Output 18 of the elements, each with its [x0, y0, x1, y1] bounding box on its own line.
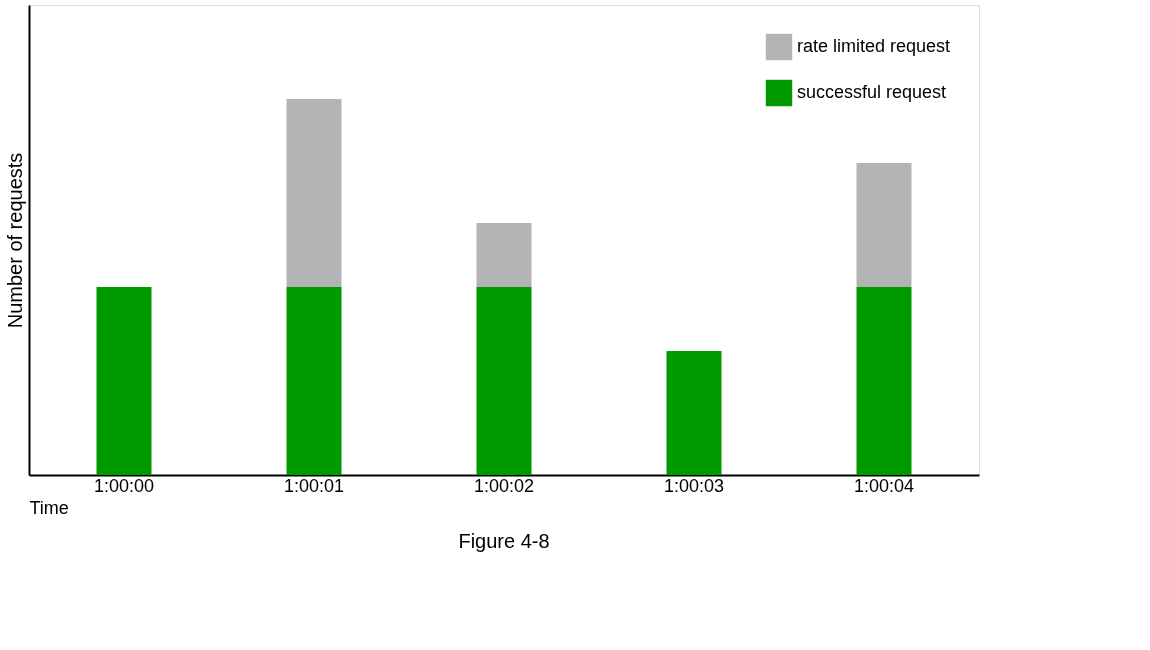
x-axis-title: Time: [29, 497, 69, 518]
x-tick-label: 1:00:02: [473, 475, 535, 496]
bar: [286, 99, 342, 287]
bar: [476, 287, 532, 475]
bar: [96, 287, 152, 475]
bar: [666, 350, 722, 475]
bar: [476, 223, 532, 287]
bar: [856, 162, 912, 287]
x-tick-label: 1:00:01: [283, 475, 345, 496]
bar: [286, 287, 342, 475]
x-tick-label: 1:00:04: [853, 475, 915, 496]
legend-label: successful request: [797, 82, 947, 102]
bar: [856, 287, 912, 475]
x-tick-label: 1:00:00: [93, 475, 155, 496]
legend-label: rate limited request: [797, 36, 951, 56]
x-tick-label: 1:00:03: [663, 475, 725, 496]
caption: Figure 4-8: [458, 530, 550, 552]
y-axis-title: Number of requests: [3, 152, 26, 329]
